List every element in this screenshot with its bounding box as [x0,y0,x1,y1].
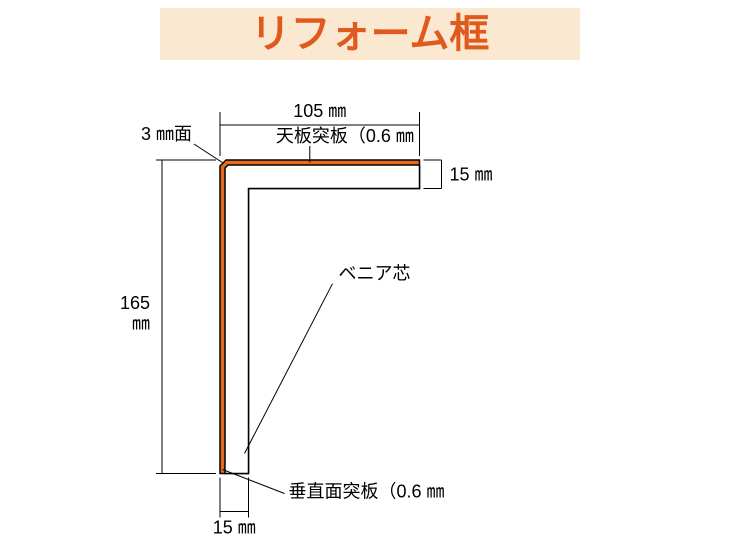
label-top-veneer: 天板突板（0.6 ㎜ [276,126,414,146]
dim-left-thickness: 15 ㎜ [213,518,256,538]
label-vertical-veneer: 垂直面突板（0.6 ㎜ [289,482,445,502]
outer-profile [220,160,420,474]
dim-height: 165㎜ [120,293,150,334]
cross-section-diagram: 105 ㎜ 3 ㎜面 天板突板（0.6 ㎜ 15 ㎜ 165㎜ ベニア芯垂直面突板（0.6… [0,0,740,555]
dim-top-width: 105 ㎜ [293,101,346,121]
label-core: ベニア芯 [339,264,411,284]
inner-core [225,165,420,474]
label-chamfer: 3 ㎜面 [141,124,192,144]
title-bar: リフォーム框 [160,8,580,60]
dim-top-thickness: 15 ㎜ [450,164,493,184]
title-text: リフォーム框 [251,12,490,56]
